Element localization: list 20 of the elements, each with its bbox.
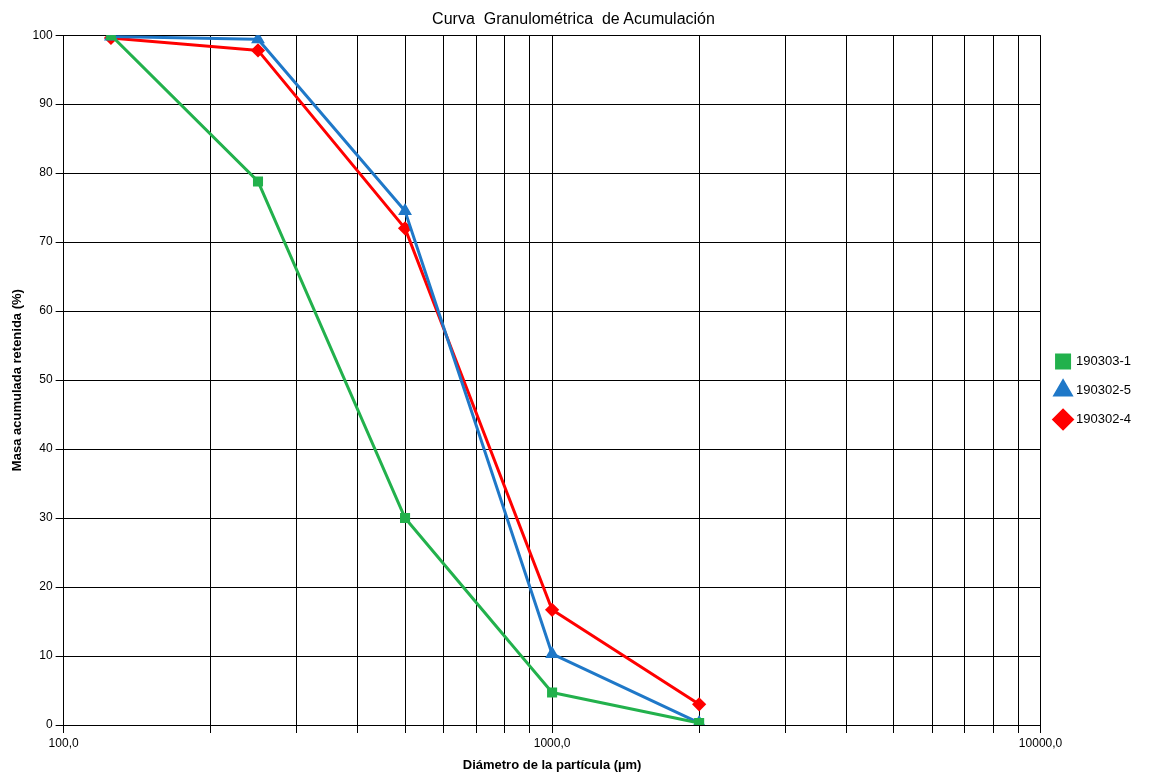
y-tick-label: 90 — [39, 96, 53, 111]
y-tick-label: 100 — [32, 27, 53, 42]
x-tick-label: 10000,0 — [1018, 735, 1063, 750]
x-axis-title: Diámetro de la partícula (µm) — [462, 756, 642, 772]
y-tick-label: 50 — [39, 372, 53, 387]
y-tick-label: 80 — [39, 165, 53, 180]
y-tick-label: 20 — [39, 579, 53, 594]
y-tick-label: 40 — [39, 441, 53, 456]
y-tick-label: 10 — [39, 648, 53, 663]
chart-title: Curva Granulométrica de Acumulación — [432, 10, 715, 28]
y-tick-label: 60 — [39, 303, 53, 318]
y-tick-label: 30 — [39, 510, 53, 525]
legend-label: 190302-4 — [1076, 411, 1132, 427]
x-tick-label: 100,0 — [48, 735, 79, 750]
y-tick-label: 0 — [45, 717, 53, 732]
y-axis-title: Masa acumulada retenida (%) — [9, 289, 25, 472]
x-tick-label: 1000,0 — [533, 735, 571, 750]
legend-label: 190302-5 — [1076, 382, 1132, 398]
legend-label: 190303-1 — [1076, 353, 1132, 369]
y-tick-label: 70 — [39, 234, 53, 249]
